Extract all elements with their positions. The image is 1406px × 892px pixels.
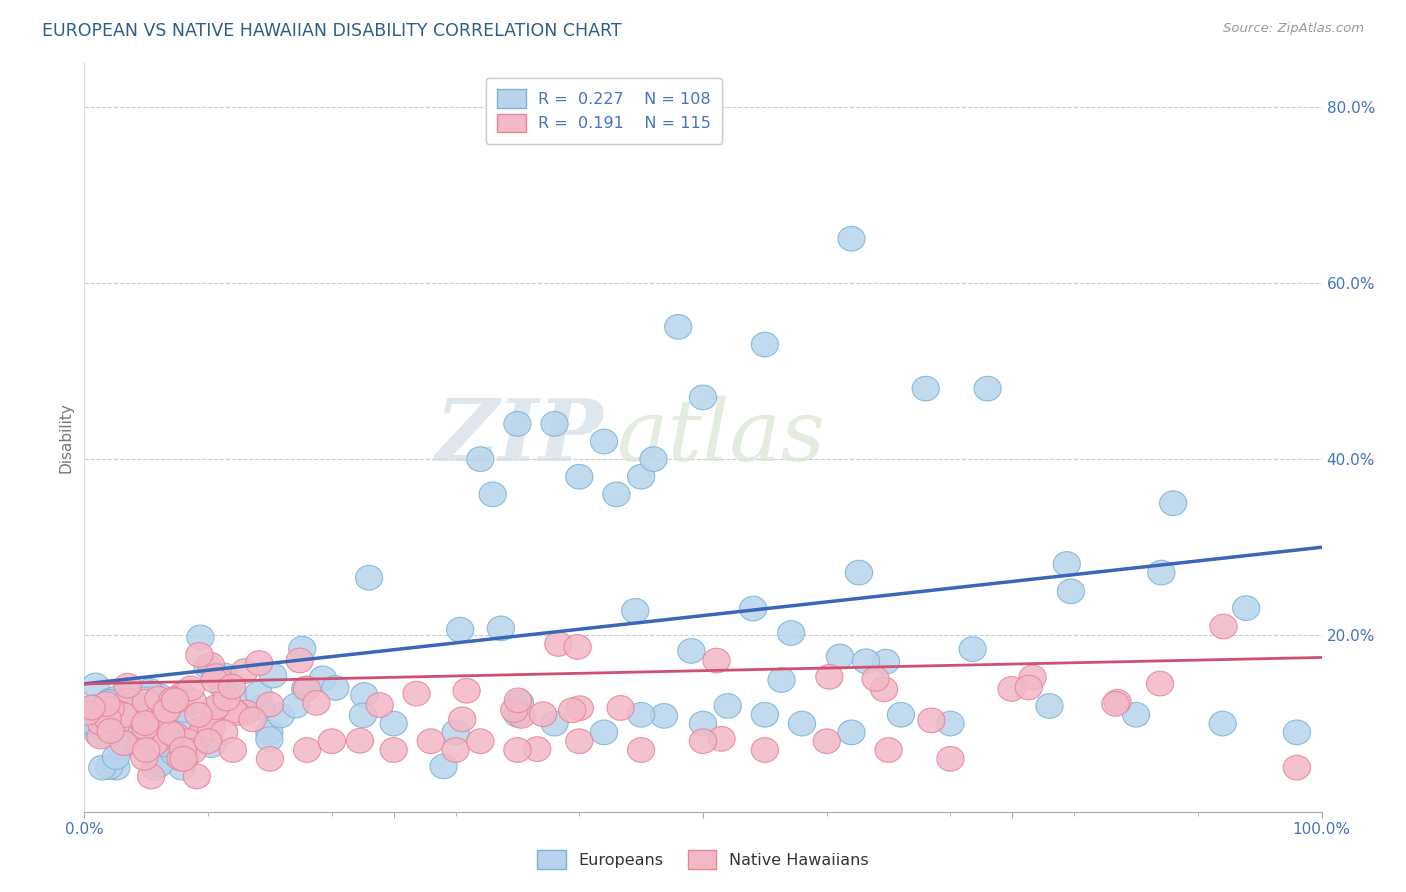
Text: atlas: atlas bbox=[616, 396, 825, 478]
Y-axis label: Disability: Disability bbox=[58, 401, 73, 473]
Text: Source: ZipAtlas.com: Source: ZipAtlas.com bbox=[1223, 22, 1364, 36]
Legend: R =  0.227    N = 108, R =  0.191    N = 115: R = 0.227 N = 108, R = 0.191 N = 115 bbox=[485, 78, 723, 144]
Legend: Europeans, Native Hawaiians: Europeans, Native Hawaiians bbox=[531, 844, 875, 875]
Text: EUROPEAN VS NATIVE HAWAIIAN DISABILITY CORRELATION CHART: EUROPEAN VS NATIVE HAWAIIAN DISABILITY C… bbox=[42, 22, 621, 40]
Text: ZIP: ZIP bbox=[436, 395, 605, 479]
